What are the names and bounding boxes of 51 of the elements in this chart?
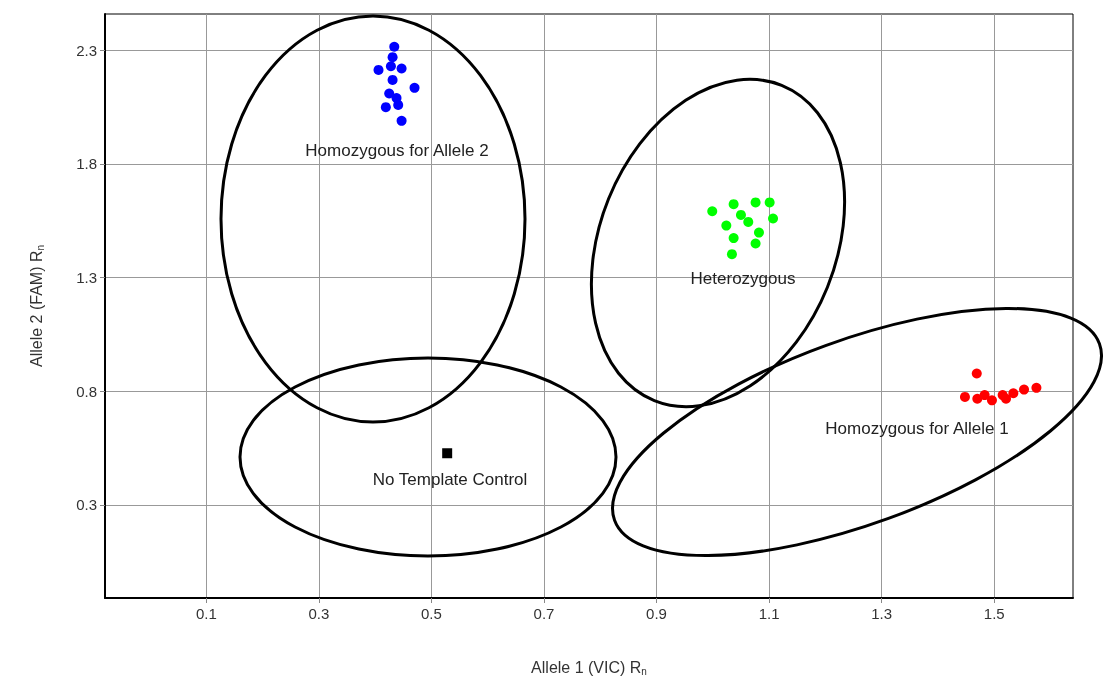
point bbox=[728, 199, 739, 210]
point bbox=[743, 216, 754, 227]
point bbox=[387, 52, 398, 63]
point bbox=[753, 227, 764, 238]
point bbox=[1019, 384, 1030, 395]
point bbox=[764, 197, 775, 208]
x-tick-label: 1.5 bbox=[983, 605, 1005, 622]
point bbox=[373, 64, 384, 75]
y-tick-label: 1.3 bbox=[76, 269, 97, 287]
point bbox=[387, 74, 398, 85]
point bbox=[409, 82, 420, 93]
x-tick-label: 0.3 bbox=[308, 605, 330, 622]
point bbox=[959, 391, 970, 402]
y-tick-label: 0.8 bbox=[76, 382, 97, 400]
point bbox=[721, 220, 732, 231]
point bbox=[707, 206, 718, 217]
x-tick-label: 0.9 bbox=[646, 605, 667, 622]
x-tick-label: 0.7 bbox=[533, 605, 555, 622]
point bbox=[735, 209, 746, 220]
point bbox=[442, 448, 453, 459]
annotation: No Template Control bbox=[372, 469, 528, 489]
point bbox=[972, 393, 983, 404]
point bbox=[768, 213, 779, 224]
point bbox=[750, 197, 761, 208]
point bbox=[389, 41, 400, 52]
point bbox=[385, 61, 396, 72]
x-tick-label: 0.5 bbox=[420, 605, 442, 622]
point bbox=[380, 102, 391, 113]
point bbox=[393, 99, 404, 110]
point bbox=[1031, 382, 1042, 393]
y-tick-label: 0.3 bbox=[76, 496, 97, 514]
point bbox=[396, 115, 407, 126]
point bbox=[971, 368, 982, 379]
point bbox=[979, 390, 990, 401]
point bbox=[986, 395, 997, 406]
x-tick-label: 1.1 bbox=[758, 605, 780, 622]
y-tick-label: 1.8 bbox=[76, 155, 97, 173]
point bbox=[728, 233, 739, 244]
point bbox=[750, 238, 761, 249]
annotation: Heterozygous bbox=[690, 268, 796, 288]
point bbox=[1008, 388, 1019, 399]
x-tick-label: 1.3 bbox=[871, 605, 893, 622]
annotation: Homozygous for Allele 1 bbox=[825, 418, 1009, 438]
x-tick-label: 0.1 bbox=[195, 605, 217, 622]
y-axis-title: Allele 2 (FAM) Rn bbox=[27, 244, 46, 368]
annotation: Homozygous for Allele 2 bbox=[305, 140, 489, 160]
y-tick-label: 2.3 bbox=[76, 41, 97, 59]
point bbox=[1001, 393, 1012, 404]
point bbox=[396, 63, 407, 74]
point bbox=[726, 249, 737, 260]
point bbox=[384, 88, 395, 99]
